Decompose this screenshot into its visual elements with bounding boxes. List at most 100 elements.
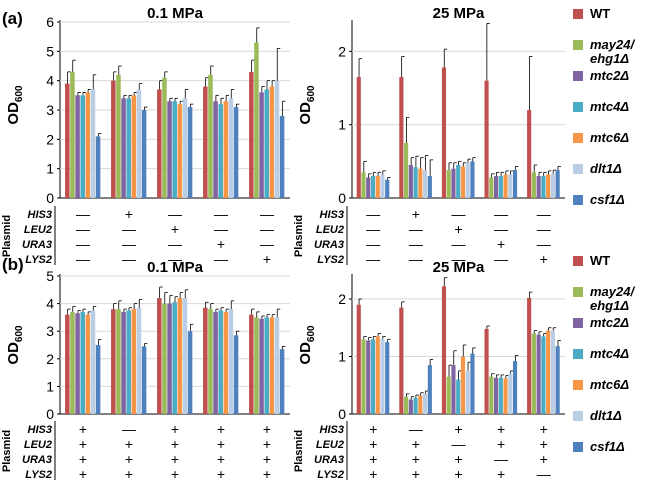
bar (550, 173, 555, 198)
legend-swatch (573, 411, 583, 421)
y-tick-label: 0 (338, 406, 346, 422)
plasmid-cell: + (217, 421, 225, 437)
bar (141, 110, 147, 198)
plasmid-cell: — (452, 251, 466, 267)
bar (399, 77, 404, 198)
plasmid-cell: — (122, 251, 136, 267)
bar (361, 172, 366, 198)
bar (370, 176, 376, 198)
plasmid-cell: — (537, 236, 551, 252)
plasmid-cell: — (168, 251, 182, 267)
plasmid-cell: — (76, 251, 90, 267)
plasmid-gene-label: LYS2 (25, 469, 52, 481)
bar (228, 309, 234, 414)
bar (136, 89, 142, 198)
bar (177, 298, 183, 414)
y-axis-label-sub: 600 (306, 85, 317, 102)
plasmid-label: Plasmid (293, 430, 305, 472)
plasmid-cell: + (263, 251, 271, 267)
bar (385, 342, 390, 414)
bar (172, 302, 177, 414)
plasmid-cell: — (409, 421, 423, 437)
chart-title: 25 MPa (433, 5, 485, 22)
plasmid-cell: — (76, 236, 90, 252)
plasmid-cell: + (369, 466, 377, 482)
plasmid-cell: + (171, 421, 179, 437)
legend-swatch (573, 102, 583, 112)
y-axis-label: OD600 (5, 325, 25, 365)
bar (404, 396, 409, 414)
bar (451, 365, 456, 414)
bar (167, 303, 172, 414)
bar (208, 309, 213, 414)
y-tick-label: 6 (46, 14, 54, 30)
bar (489, 376, 494, 414)
plasmid-cell: — (409, 221, 423, 237)
bar (90, 89, 96, 198)
bar (546, 174, 551, 198)
plasmid-cell: + (497, 421, 505, 437)
bar (95, 345, 101, 414)
plasmid-cell: + (125, 466, 133, 482)
y-tick-label: 5 (46, 268, 54, 284)
plasmid-cell: — (214, 221, 228, 237)
y-axis-label-main: OD (297, 102, 314, 125)
bar (375, 176, 380, 198)
legend-swatch (573, 349, 583, 359)
bar (465, 370, 470, 414)
bar (141, 346, 147, 414)
bar (380, 339, 385, 414)
plasmid-cell: — (452, 206, 466, 222)
bar (423, 393, 428, 414)
bar (157, 89, 162, 198)
bar (441, 286, 447, 414)
bar (218, 104, 223, 198)
plasmid-cell: — (214, 251, 228, 267)
plasmid-cell: + (263, 421, 271, 437)
bar (116, 309, 121, 414)
bar (233, 335, 239, 414)
bar (228, 98, 234, 198)
bar (413, 167, 418, 198)
bar (182, 98, 188, 198)
bar (385, 179, 390, 198)
bar (555, 170, 560, 198)
bar (366, 177, 371, 198)
bar (489, 177, 494, 198)
plasmid-cell: + (369, 421, 377, 437)
plasmid-cell: — (366, 251, 380, 267)
legend-a: WT may24/ehg1Δ mtc2Δ mtc4Δ mtc6Δ dlt1Δ csf1Δ (573, 6, 635, 207)
plasmid-cell: + (369, 451, 377, 467)
plasmid-gene-label: LYS2 (317, 254, 344, 266)
plasmid-cell: + (79, 466, 87, 482)
bar (408, 165, 413, 198)
plasmid-cell: + (79, 451, 87, 467)
bar (70, 71, 75, 198)
bar (498, 377, 503, 414)
y-axis-label-main: OD (5, 342, 22, 365)
bar (111, 309, 116, 414)
bar (254, 317, 259, 414)
y-tick-label: 2 (46, 131, 54, 147)
bar (162, 303, 167, 414)
legend-swatch (573, 256, 583, 266)
legend-label: WT (590, 6, 610, 21)
bar (279, 349, 285, 414)
bar (131, 95, 137, 198)
legend-label: mtc6Δ (590, 377, 629, 392)
plasmid-cell: — (537, 206, 551, 222)
bar (203, 307, 208, 414)
plasmid-label: Plasmid (1, 215, 13, 257)
plasmid-cell: — (214, 206, 228, 222)
bar (531, 333, 536, 414)
bar (233, 107, 239, 198)
plasmid-gene-label: LEU2 (24, 224, 52, 236)
plasmid-cell: + (263, 436, 271, 452)
bar (274, 80, 280, 198)
legend-swatch (573, 133, 583, 143)
bar (264, 89, 269, 198)
bar (427, 176, 432, 198)
plasmid-gene-label: HIS3 (28, 424, 52, 436)
plasmid-cell: — (494, 251, 508, 267)
